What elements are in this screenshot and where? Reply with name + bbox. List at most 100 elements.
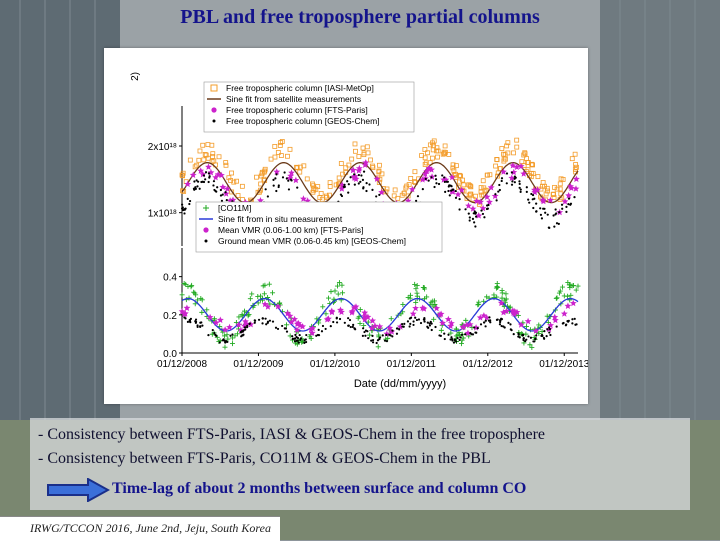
data-point: [198, 187, 201, 190]
data-point: [320, 330, 324, 333]
data-point: [361, 312, 369, 320]
data-point: [399, 192, 405, 198]
data-point: [383, 330, 391, 337]
data-point: [270, 290, 276, 296]
caption-box: [30, 418, 690, 510]
data-point: [385, 333, 388, 336]
data-point: [349, 176, 352, 179]
data-point: [527, 342, 533, 348]
data-point: [498, 188, 501, 192]
data-point: [235, 193, 241, 198]
data-point: [531, 186, 538, 193]
data-point: [412, 320, 415, 323]
data-point: [207, 169, 215, 176]
data-point: [481, 212, 485, 216]
data-point: [275, 150, 281, 155]
data-point: [186, 295, 192, 301]
data-point: [529, 344, 535, 350]
data-point: [189, 282, 195, 288]
data-point: [391, 329, 394, 332]
data-point: [352, 323, 355, 326]
data-point: [376, 332, 382, 338]
data-point: [367, 337, 370, 340]
data-point: [266, 195, 269, 198]
data-point: [499, 318, 502, 322]
data-point: [441, 174, 444, 177]
data-point: [266, 281, 272, 287]
data-point: [480, 178, 486, 184]
data-point: [338, 317, 342, 321]
data-point: [219, 194, 223, 197]
data-point: [569, 299, 577, 307]
data-point: [368, 183, 371, 186]
data-point: [558, 211, 561, 214]
data-point: [458, 338, 461, 341]
data-point: [541, 334, 544, 338]
data-point: [494, 157, 500, 163]
data-point: [357, 307, 363, 313]
legend-label: Free tropospheric column [GEOS-Chem]: [226, 116, 380, 126]
data-point: [539, 213, 543, 216]
data-point: [545, 335, 548, 338]
data-point: [434, 174, 437, 177]
data-point: [201, 324, 204, 327]
data-point: [221, 193, 224, 196]
data-point: [219, 183, 227, 191]
data-point: [434, 178, 438, 181]
data-point: [435, 154, 440, 160]
data-point: [281, 176, 285, 179]
data-point: [221, 326, 229, 333]
data-point: [355, 164, 363, 172]
data-point: [264, 188, 267, 191]
data-point: [237, 326, 245, 334]
data-point: [557, 181, 563, 187]
data-point: [473, 221, 476, 224]
data-point: [260, 283, 266, 289]
data-point: [368, 157, 373, 163]
data-point: [459, 336, 462, 339]
data-point: [281, 324, 284, 328]
data-point: [318, 191, 324, 196]
data-point: [317, 334, 321, 337]
data-point: [268, 156, 274, 162]
data-point: [522, 150, 528, 156]
data-point: [364, 144, 370, 150]
data-point: [486, 207, 489, 210]
data-point: [290, 179, 293, 182]
data-point: [443, 176, 446, 179]
data-point: [299, 323, 306, 330]
data-point: [467, 212, 470, 215]
data-point: [229, 196, 237, 203]
data-point: [408, 325, 411, 328]
data-point: [197, 167, 205, 174]
data-point: [188, 202, 191, 206]
data-point: [356, 154, 362, 159]
data-point: [518, 186, 521, 189]
data-point: [475, 215, 478, 218]
data-point: [486, 198, 493, 205]
data-point: [342, 185, 345, 188]
data-point: [229, 341, 235, 347]
data-point: [456, 179, 462, 185]
data-point: [340, 194, 344, 198]
data-point: [371, 338, 375, 342]
data-point: [414, 290, 420, 296]
data-point: [184, 180, 192, 188]
data-point: [509, 323, 512, 326]
data-point: [229, 170, 234, 176]
x-tick-label: 01/12/2010: [310, 359, 360, 370]
data-point: [183, 281, 189, 287]
data-point: [419, 176, 426, 183]
data-point: [430, 328, 433, 332]
legend-label: [CO11M]: [218, 203, 251, 213]
data-point: [454, 196, 458, 199]
data-point: [194, 186, 197, 189]
x-tick-label: 01/12/2008: [157, 359, 207, 370]
data-point: [513, 177, 516, 180]
data-point: [487, 184, 495, 191]
data-point: [231, 333, 234, 336]
data-point: [248, 322, 251, 326]
data-point: [188, 199, 192, 203]
data-point: [274, 326, 278, 329]
data-point: [297, 164, 303, 170]
